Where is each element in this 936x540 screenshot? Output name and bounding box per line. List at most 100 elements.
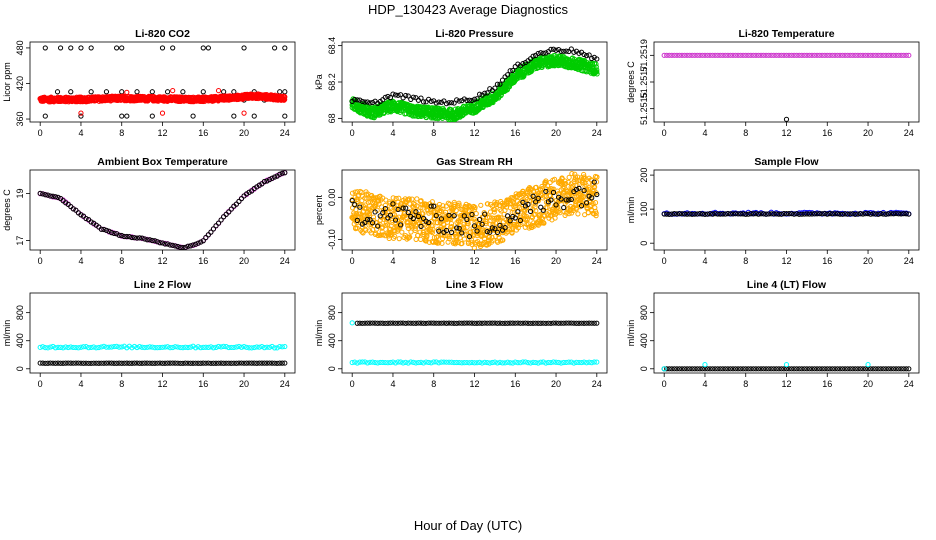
data-point <box>367 320 373 326</box>
data-point <box>906 52 912 58</box>
data-point <box>428 320 434 326</box>
y-tick-label: 400 <box>15 333 25 348</box>
data-point <box>228 206 234 212</box>
data-point <box>896 211 902 217</box>
data-point <box>832 366 838 372</box>
data-point <box>398 359 404 365</box>
data-point <box>210 360 217 366</box>
data-point <box>852 211 858 217</box>
data-point <box>167 345 173 351</box>
data-point <box>170 87 176 94</box>
data-point <box>671 211 677 217</box>
panel-title: Ambient Box Temperature <box>97 156 228 168</box>
data-point <box>410 359 416 365</box>
data-point <box>405 360 411 366</box>
x-tick-label: 20 <box>239 256 249 266</box>
data-point <box>669 211 675 217</box>
data-point <box>584 200 590 206</box>
data-point <box>409 196 415 202</box>
data-point <box>461 320 467 326</box>
data-point <box>359 359 365 365</box>
data-point <box>45 345 51 351</box>
data-point <box>461 96 467 102</box>
x-tick-label: 8 <box>119 379 124 389</box>
data-point <box>824 211 830 217</box>
data-point <box>878 52 884 58</box>
data-point <box>477 216 483 223</box>
data-point <box>405 209 411 216</box>
data-point <box>717 211 723 217</box>
data-point <box>456 202 462 208</box>
data-point <box>243 344 250 350</box>
data-point <box>505 359 511 365</box>
data-point <box>850 366 856 372</box>
data-point <box>570 207 576 214</box>
data-point <box>418 320 424 326</box>
data-point <box>208 344 214 350</box>
data-point <box>451 100 457 106</box>
data-point <box>190 113 196 119</box>
data-point <box>382 205 388 212</box>
data-point <box>259 343 265 350</box>
data-point <box>116 344 122 350</box>
data-point <box>231 344 237 351</box>
data-point <box>517 360 523 366</box>
data-point <box>177 344 183 351</box>
data-point <box>495 239 501 245</box>
data-point <box>55 194 61 200</box>
data-point <box>578 359 585 366</box>
data-point <box>385 360 391 366</box>
panel-pressure: Li-820 Pressure 0 4 8 12 16 20 24 68 68.2 68.4 kPa <box>314 28 608 138</box>
data-point <box>576 50 582 56</box>
data-point <box>684 52 690 58</box>
data-point <box>382 359 388 366</box>
data-point <box>167 360 173 366</box>
data-point <box>256 182 262 188</box>
data-point <box>748 52 754 58</box>
x-tick-label: 16 <box>822 128 832 138</box>
data-point <box>684 366 690 372</box>
data-point <box>576 359 582 366</box>
x-tick-label: 8 <box>743 256 748 266</box>
x-tick-label: 4 <box>390 128 395 138</box>
data-point <box>218 360 224 366</box>
data-point <box>502 360 508 366</box>
data-point <box>878 211 884 217</box>
data-point <box>456 359 462 366</box>
x-tick-label: 16 <box>510 379 520 389</box>
data-point <box>753 52 759 58</box>
data-point <box>249 360 255 366</box>
data-point <box>354 225 360 231</box>
data-point <box>507 218 513 224</box>
x-tick-label: 0 <box>38 379 43 389</box>
data-point <box>129 234 135 241</box>
data-point <box>745 211 751 217</box>
data-point <box>208 229 214 235</box>
data-point <box>548 46 554 52</box>
data-point <box>664 211 670 217</box>
data-point <box>256 360 262 366</box>
data-point <box>732 52 739 58</box>
data-point <box>420 320 427 326</box>
data-point <box>277 360 283 366</box>
data-point <box>398 92 404 98</box>
data-point <box>482 211 488 217</box>
data-point <box>75 360 82 366</box>
data-point <box>561 48 567 54</box>
data-point <box>689 211 695 217</box>
data-point <box>443 320 450 326</box>
data-point <box>839 52 846 58</box>
data-point <box>454 97 460 103</box>
data-point <box>540 50 546 56</box>
data-point <box>727 52 734 58</box>
series-1 <box>349 46 600 107</box>
data-point <box>674 211 680 217</box>
data-point <box>732 211 739 217</box>
data-point <box>392 320 399 326</box>
data-point <box>791 211 797 217</box>
data-point <box>448 229 455 235</box>
data-point <box>282 343 288 350</box>
data-point <box>249 345 255 351</box>
data-point <box>264 178 270 184</box>
